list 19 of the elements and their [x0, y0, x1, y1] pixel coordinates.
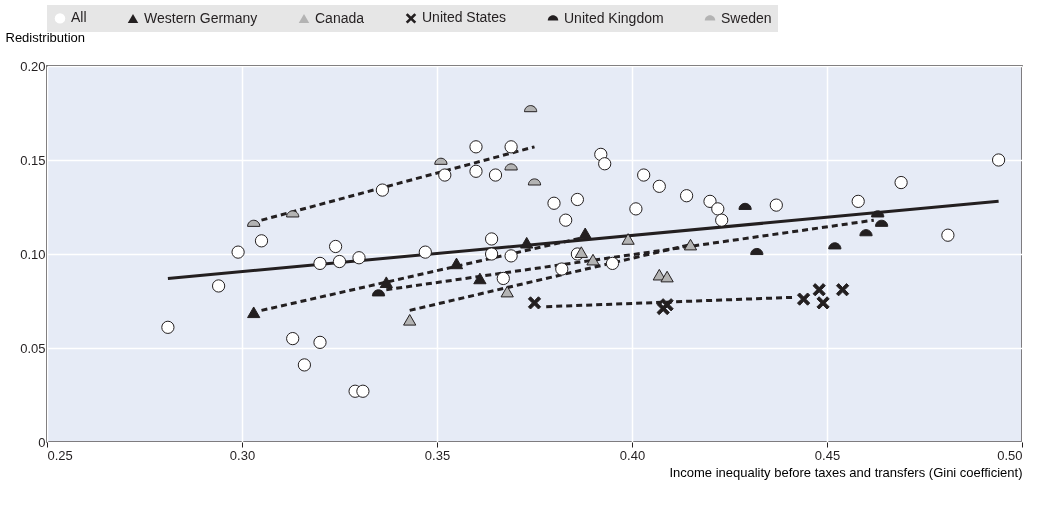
- legend-label: All: [71, 9, 87, 26]
- y-tick-label: 0.10: [20, 246, 46, 262]
- y-tick-label: 0.20: [20, 58, 46, 74]
- legend-label: United States: [422, 9, 507, 26]
- y-tick-label: 0: [38, 434, 46, 450]
- legend-label: Western Germany: [144, 9, 258, 26]
- x-tick-label: 0.50: [997, 447, 1023, 463]
- x-tick-label: 0.30: [229, 447, 256, 463]
- x-axis-title: Income inequality before taxes and transfers (Gini coefficient): [669, 464, 1023, 480]
- legend-label: Canada: [315, 9, 365, 26]
- x-tick-label: 0.25: [47, 447, 73, 463]
- y-axis-title: Redistribution: [5, 29, 85, 45]
- legend-label: Sweden: [721, 9, 772, 26]
- x-tick-label: 0.45: [814, 447, 841, 463]
- y-tick-label: 0.15: [20, 152, 46, 168]
- legend-label: United Kingdom: [564, 9, 664, 26]
- x-tick-label: 0.40: [619, 447, 646, 463]
- x-tick-label: 0.35: [424, 447, 451, 463]
- y-tick-label: 0.05: [20, 340, 46, 356]
